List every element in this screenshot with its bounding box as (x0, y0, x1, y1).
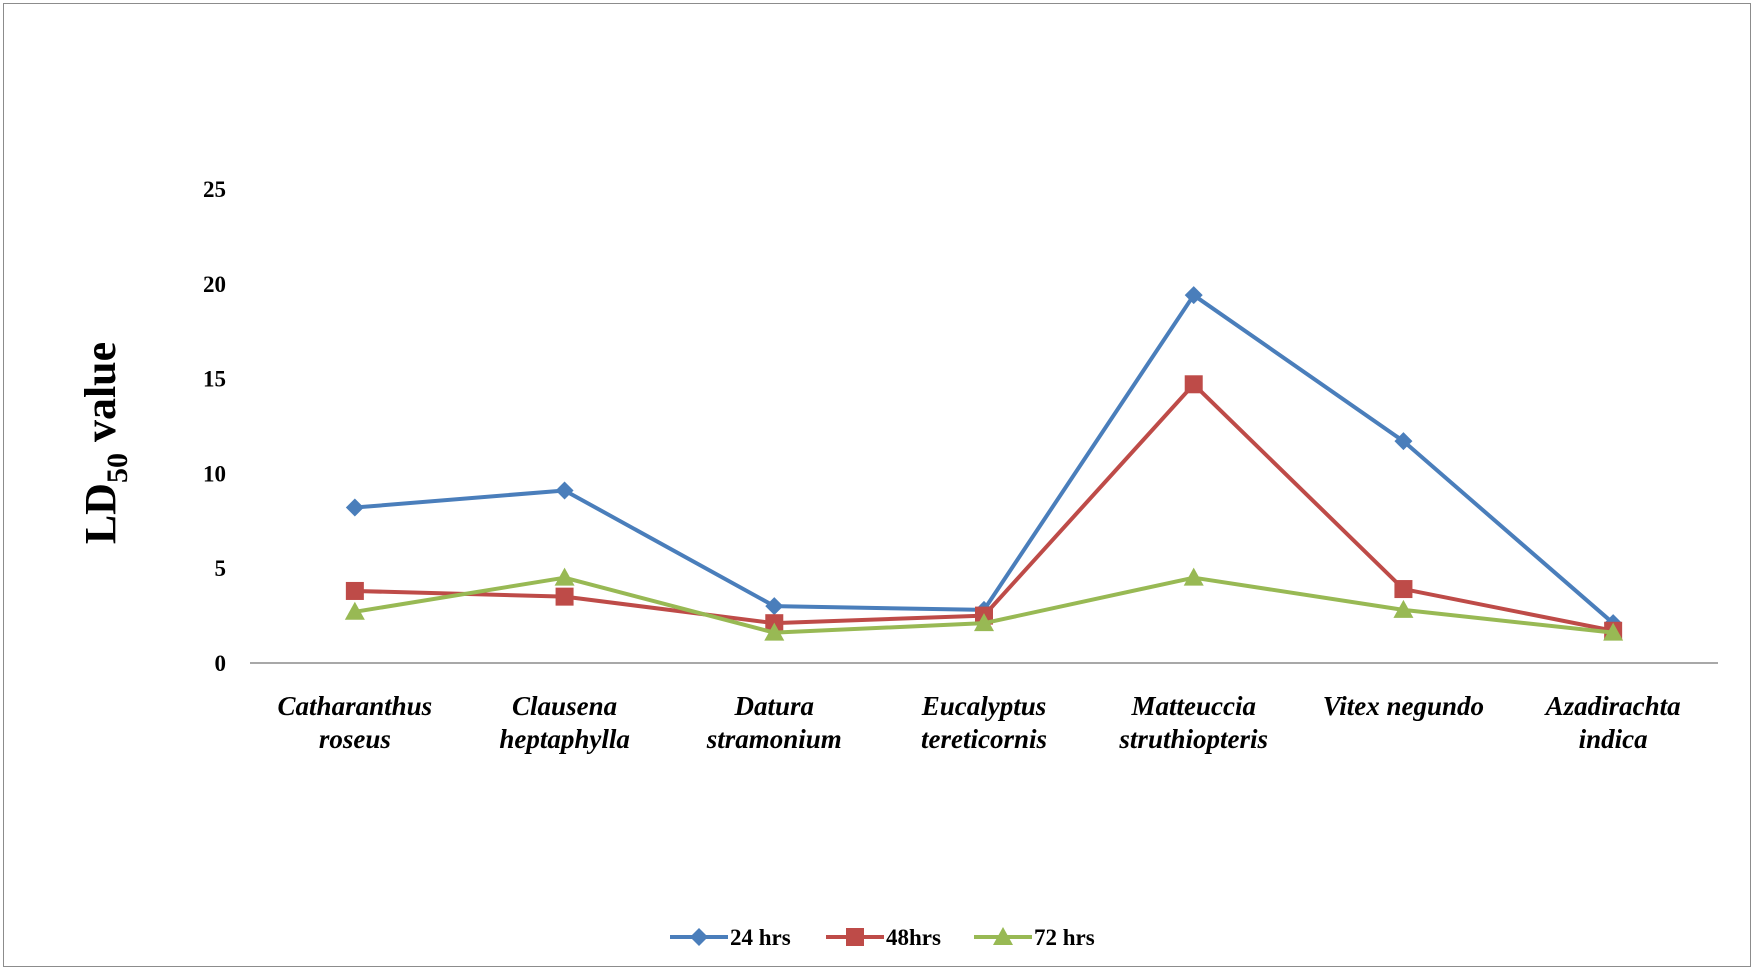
x-category-label: indica (1579, 724, 1648, 754)
y-tick-label: 5 (215, 556, 227, 581)
legend: 24 hrs 48hrs 72 hrs (670, 925, 1095, 950)
x-category-label: struthiopteris (1118, 724, 1268, 754)
data-point (764, 622, 785, 641)
legend-marker (690, 928, 708, 946)
legend-marker (846, 928, 864, 946)
data-point (1183, 567, 1204, 586)
data-point (1184, 286, 1203, 305)
data-point (1184, 375, 1203, 394)
series-line (354, 382, 1614, 633)
x-category-label: Eucalyptus (921, 691, 1047, 721)
data-point (555, 481, 574, 500)
x-category-label: stramonium (706, 724, 842, 754)
x-category-label: roseus (319, 724, 391, 754)
x-category-label: heptaphylla (499, 724, 630, 754)
x-category-label: tereticornis (921, 724, 1047, 754)
data-point (345, 581, 364, 600)
x-category-label: Azadirachta (1544, 691, 1681, 721)
series-line (354, 293, 1615, 625)
x-category-label: Datura (734, 691, 815, 721)
x-category-label: Matteuccia (1130, 691, 1255, 721)
data-point (1393, 599, 1414, 618)
legend-label: 48hrs (886, 925, 941, 950)
legend-label: 72 hrs (1034, 925, 1095, 950)
data-point (974, 613, 994, 632)
y-tick-label: 0 (215, 651, 227, 676)
legend-marker (993, 927, 1013, 945)
y-tick-label: 25 (203, 177, 226, 202)
data-point (765, 597, 784, 616)
data-point (554, 567, 575, 586)
chart-frame (3, 3, 1751, 967)
data-point (1394, 580, 1413, 599)
data-point (1394, 432, 1413, 451)
y-tick-label: 15 (203, 367, 226, 392)
x-category-label: Catharanthus (278, 691, 433, 721)
y-axis-title: LD50 value (76, 342, 134, 544)
y-axis-title-rest: value (76, 342, 125, 453)
legend-label: 24 hrs (730, 925, 791, 950)
y-axis-title-subscript: 50 (101, 453, 134, 483)
data-point (344, 601, 365, 620)
y-axis-title-main: LD (76, 483, 125, 544)
x-category-label: Clausena (512, 691, 617, 721)
y-tick-label: 20 (203, 272, 226, 297)
data-point (555, 587, 574, 606)
series-1 (345, 375, 1623, 640)
x-category-label: Vitex negundo (1323, 691, 1484, 721)
data-point (1603, 622, 1624, 641)
data-point (345, 498, 364, 517)
y-tick-label: 10 (203, 461, 226, 486)
series-2 (344, 567, 1624, 641)
